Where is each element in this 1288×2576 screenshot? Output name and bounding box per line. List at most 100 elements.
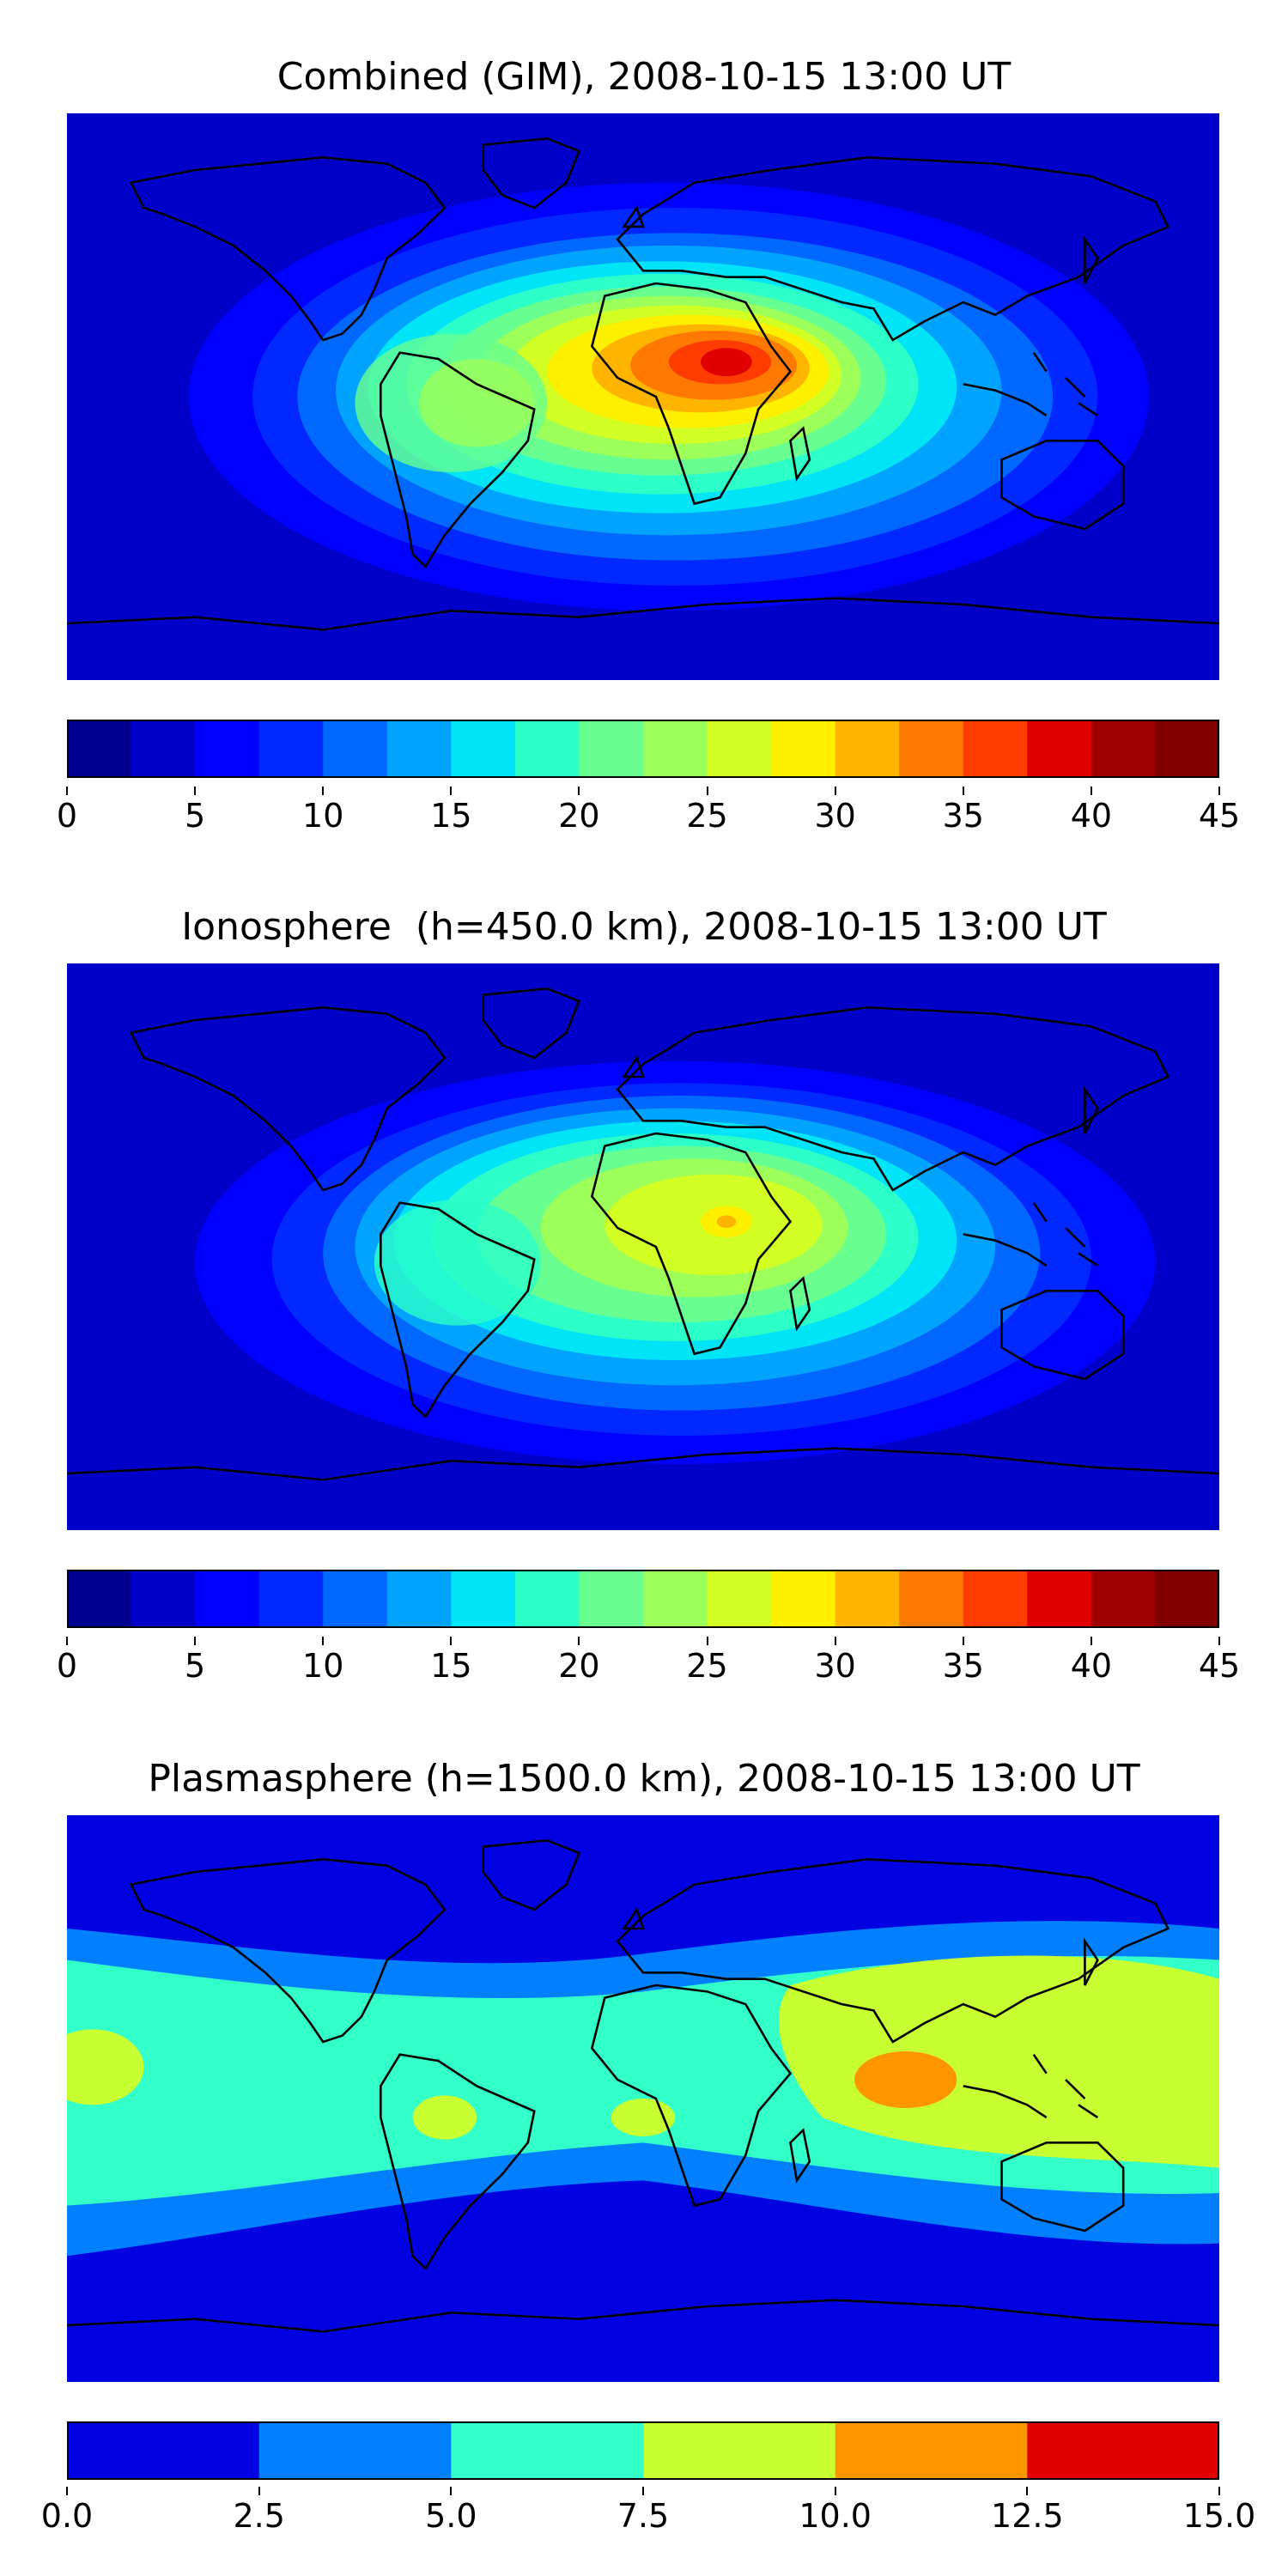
colorbar-segment — [643, 2421, 836, 2480]
coastline-segment — [482, 137, 581, 210]
colorbar-tick-mark — [66, 2487, 68, 2495]
colorbar-tick-mark — [258, 2487, 260, 2495]
colorbar-segment — [771, 720, 836, 778]
colorbar-segment — [258, 1570, 324, 1628]
colorbar-tick-label: 40 — [1070, 797, 1113, 835]
coastline-segment — [789, 2128, 811, 2184]
colorbar-tick-mark — [834, 2487, 836, 2495]
coastline-segment — [616, 1006, 1170, 1192]
panel-title: Ionosphere (h=450.0 km), 2008-10-15 13:0… — [181, 905, 1107, 949]
colorbar-segment — [579, 1570, 644, 1628]
colorbar-tick-label: 30 — [814, 797, 856, 835]
colorbar-segment — [258, 2421, 452, 2480]
colorbar-tick-label: 45 — [1198, 1647, 1241, 1685]
colorbar-tick-label: 0.0 — [40, 2497, 94, 2535]
colorbar-tick-mark — [1218, 787, 1220, 795]
colorbar-tick-mark — [194, 787, 197, 795]
colorbar-segment — [1155, 720, 1219, 778]
colorbar-tick-label: 10.0 — [799, 2497, 872, 2535]
coastline-segment — [622, 205, 1099, 284]
colorbar-segment — [963, 720, 1028, 778]
colorbar-segment — [643, 720, 708, 778]
colorbar-tick-label: 20 — [558, 797, 600, 835]
colorbar-tick-mark — [450, 787, 453, 795]
colorbar-tick-label: 5 — [185, 1647, 206, 1685]
colorbar-svg — [67, 2421, 1219, 2480]
tec-map — [67, 963, 1219, 1530]
colorbar-tick-mark — [962, 787, 964, 795]
colorbar-tick-label: 7.5 — [617, 2497, 670, 2535]
colorbar-tick-mark — [1218, 1637, 1220, 1645]
colorbar-tick-mark — [1090, 787, 1092, 795]
colorbar-svg — [67, 1570, 1219, 1628]
colorbar-tick-mark — [450, 2487, 453, 2495]
map-svg — [67, 1815, 1219, 2382]
colorbar-svg — [67, 720, 1219, 778]
coastlines — [67, 1839, 1219, 2333]
coastline-segment — [129, 1858, 447, 2044]
colorbar-segment — [1091, 720, 1156, 778]
colorbar-segment — [579, 720, 644, 778]
coastline-segment — [1000, 440, 1125, 531]
coastline-segment — [789, 1276, 811, 1332]
colorbar-tick-label: 2.5 — [233, 2497, 285, 2535]
colorbar-tick-mark — [578, 787, 580, 795]
colorbar-segment — [707, 720, 772, 778]
colorbar-segment — [707, 1570, 772, 1628]
coastline-segment — [789, 426, 811, 482]
coastline-segment — [482, 987, 581, 1060]
coastline-segment — [1000, 1290, 1125, 1381]
colorbar-segment — [771, 1570, 836, 1628]
colorbar-segment — [131, 1570, 196, 1628]
colorbar-tick-label: 10 — [302, 797, 344, 835]
tec-map — [67, 113, 1219, 680]
colorbar-tick-label: 40 — [1070, 1647, 1113, 1685]
colorbar-tick-mark — [322, 787, 325, 795]
colorbar-segment — [323, 1570, 388, 1628]
colorbar-segment — [514, 1570, 580, 1628]
colorbar-segment — [451, 720, 516, 778]
colorbar-tick-mark — [450, 1637, 453, 1645]
colorbar-tick-label: 10 — [302, 1647, 344, 1685]
colorbar-tick-mark — [1026, 2487, 1029, 2495]
coastline-segment — [622, 1055, 1099, 1134]
colorbar — [67, 2421, 1219, 2480]
colorbar-segment — [1027, 2421, 1219, 2480]
coastline-segment — [963, 1201, 1099, 1267]
colorbar-segment — [67, 720, 132, 778]
colorbar-segment — [323, 720, 388, 778]
colorbar-segment — [1091, 1570, 1156, 1628]
panel-title: Plasmasphere (h=1500.0 km), 2008-10-15 1… — [148, 1757, 1140, 1801]
coastline-segment — [590, 1132, 793, 1356]
coastline-segment — [590, 282, 793, 506]
colorbar-tick-label: 20 — [558, 1647, 600, 1685]
colorbar-tick-mark — [1218, 2487, 1220, 2495]
colorbar-tick-mark — [194, 1637, 197, 1645]
coastline-segment — [380, 2053, 536, 2271]
colorbar-tick-mark — [706, 787, 708, 795]
colorbar-tick-label: 15 — [430, 797, 472, 835]
colorbar-ticks: 0 5 10 15 20 25 30 35 40 45 — [57, 1637, 1240, 1698]
colorbar-tick-label: 45 — [1198, 797, 1241, 835]
colorbar-segment — [835, 1570, 900, 1628]
colorbar-segment — [258, 720, 324, 778]
colorbar — [67, 720, 1219, 778]
colorbar-frame — [67, 1570, 1219, 1628]
colorbar-tick-label: 30 — [814, 1647, 856, 1685]
coastline-segment — [1000, 2142, 1125, 2233]
coastline-segment — [129, 156, 447, 342]
panel-title: Combined (GIM), 2008-10-15 13:00 UT — [276, 55, 1012, 99]
colorbar — [67, 1570, 1219, 1628]
colorbar-tick-label: 35 — [942, 797, 984, 835]
colorbar-segment — [643, 1570, 708, 1628]
colorbar-tick-label: 15.0 — [1182, 2497, 1256, 2535]
colorbar-tick-mark — [706, 1637, 708, 1645]
colorbar-tick-mark — [578, 1637, 580, 1645]
colorbar-segment — [899, 720, 964, 778]
colorbar-tick-label: 0 — [56, 797, 78, 835]
colorbar-tick-mark — [66, 1637, 68, 1645]
coastline-segment — [482, 1839, 581, 1911]
colorbar-segment — [514, 720, 580, 778]
colorbar-segment — [835, 2421, 1028, 2480]
coastline-segment — [963, 351, 1099, 417]
